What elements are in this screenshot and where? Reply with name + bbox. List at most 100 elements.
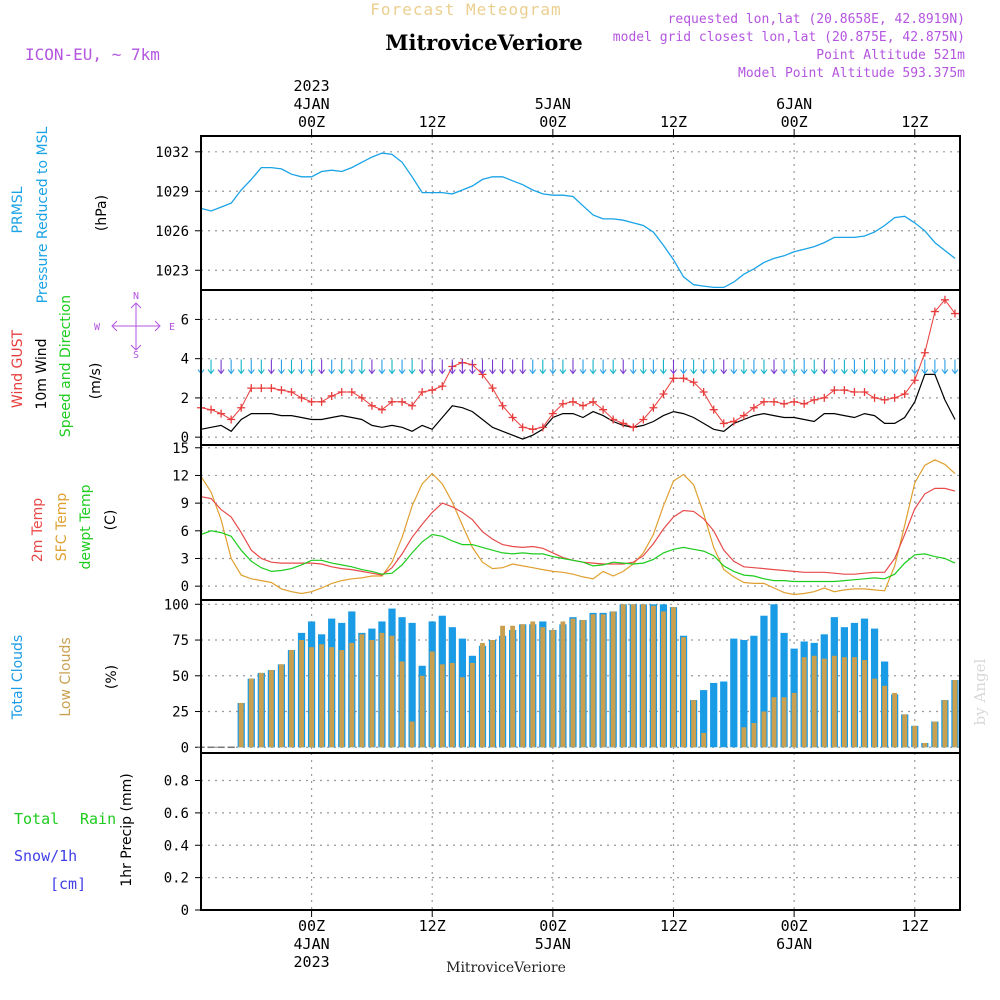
wind-dir-arrow [207,359,215,375]
gust-marker [287,388,296,397]
gust-marker [237,403,246,412]
low-cloud-bar [801,657,807,748]
top-time-label: 00Z [781,113,808,131]
low-cloud-bar [640,604,646,748]
gust-marker [377,405,386,414]
wind-dir-arrow [559,359,567,375]
low-cloud-bar [882,685,888,748]
low-cloud-bar [761,711,767,748]
total-cloud-bar [780,632,788,748]
wind-dir-arrow [800,359,808,375]
low-cloud-bar [600,614,606,748]
gust-marker [890,393,899,402]
bottom-time-label: 4JAN [294,935,330,953]
gust-marker [609,415,618,424]
gust-marker [548,409,557,418]
wind-dir-arrow [911,359,919,375]
top-time-label: 5JAN [535,95,571,113]
low-cloud-bar [630,604,636,748]
watermark: by Angel [971,658,989,725]
low-cloud-bar [620,604,626,748]
wind-dir-arrow [298,359,305,375]
gust-marker [830,386,839,395]
pressure-unit: (hPa) [94,195,110,231]
wind-dir-arrow [579,359,587,375]
low-cloud-bar [681,637,686,748]
gust-marker [619,419,628,428]
low-cloud-bar [299,640,304,748]
top-time-label: 12Z [660,113,687,131]
gust-marker [900,389,909,398]
gust-marker [719,419,728,428]
total-cloud-bar [720,681,728,748]
gust-marker [418,388,427,397]
low-cloud-bar [429,651,435,748]
product-title: Forecast Meteogram [370,0,561,19]
wind-dir-arrow [257,359,265,375]
gust-marker [327,391,336,400]
low-cloud-bar [661,611,666,748]
low-cloud-bar [540,627,546,748]
low-cloud-bar [500,625,506,748]
bottom-time-label: 00Z [298,917,325,935]
precip-cm-label: [cm] [50,875,86,893]
gust-marker [488,384,497,393]
cloud-unit: (%) [104,665,120,689]
wind-dir-arrow [217,359,225,375]
total-cloud-bar [750,635,758,748]
low-cloud-label: Low Clouds [58,637,74,716]
wind-dir-arrow [861,359,868,375]
plot-layer: 103210291026102364201512963010075502500.… [155,77,961,971]
gust-marker [870,393,879,402]
gust-marker [920,348,929,357]
low-cloud-bar [570,618,576,748]
low-cloud-bar [821,658,827,748]
low-cloud-bar [942,700,948,748]
dir-label: Speed and Direction [58,295,74,437]
gust-marker [759,397,768,406]
low-cloud-bar [650,605,656,748]
temp-ytick-label: 3 [181,551,189,567]
gust-marker [579,401,588,410]
precip-ytick-label: 0 [181,903,189,919]
pressure-frame [200,135,961,291]
low-cloud-bar [470,662,475,748]
wind-dir-arrow [338,359,346,375]
wind-label: 10m Wind [34,338,50,409]
gust-marker [277,386,286,395]
gust-marker [207,405,216,414]
cloud-panel: 100 75 50 25 0 [164,597,961,756]
wind-dir-arrow [318,359,326,375]
gust-marker [267,384,276,393]
low-cloud-bar [791,692,797,748]
precip-axis-label: 1hr Precip (mm) [119,773,135,886]
wind-dir-arrow [489,359,496,375]
gust-marker [307,397,316,406]
wind-panel: 6 4 2 0 [181,290,961,446]
wind-dir-arrow [951,359,959,375]
wind-dir-arrow [408,359,416,375]
gust-marker [649,403,658,412]
prmsl-line [200,152,956,289]
gust-marker [850,388,859,397]
temp-ytick-label: 6 [181,524,189,540]
low-cloud-bar [480,642,485,748]
wind-dir-arrow [851,359,858,375]
gust-marker [589,397,598,406]
wind-dir-arrow [810,359,818,375]
wind-dir-arrow [609,359,617,375]
wind-dir-arrow [931,359,939,375]
wind-dir-arrow [569,359,577,375]
bottom-time-label: 00Z [781,917,808,935]
gust-marker [729,417,738,426]
wind-ytick-label: 2 [181,391,189,407]
gust-marker [820,393,829,402]
low-cloud-bar [258,672,264,748]
model-point-altitude: Model Point Altitude 593.375m [738,66,965,81]
low-cloud-bar [781,697,787,748]
wind-dir-arrow [750,359,758,375]
wind-dir-arrow [599,359,607,375]
gust-marker [227,415,236,424]
wind-dir-arrow [348,359,356,375]
low-cloud-bar [751,722,757,748]
